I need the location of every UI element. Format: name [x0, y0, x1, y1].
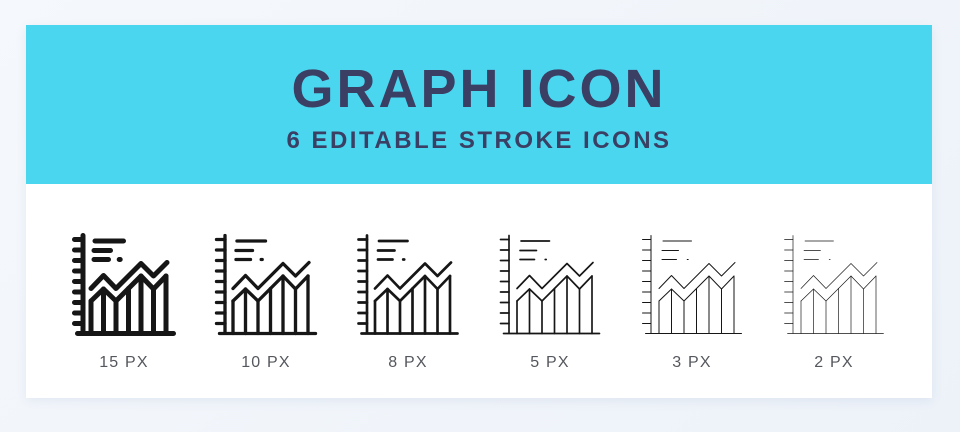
axis-ticks	[214, 237, 227, 326]
stroke-size-label: 8 PX	[388, 354, 428, 371]
upper-trend-line	[88, 260, 170, 291]
page-subtitle: 6 EDITABLE STROKE ICONS	[286, 127, 672, 154]
legend-lines	[234, 239, 268, 262]
legend-lines	[803, 240, 834, 260]
axis-lines	[502, 234, 601, 335]
axis-ticks	[357, 238, 369, 325]
axis-lines	[217, 233, 318, 336]
upper-trend-line	[373, 261, 453, 290]
drop-bars	[658, 275, 735, 334]
stroke-size-label: 5 PX	[530, 354, 570, 371]
upper-trend-line	[516, 261, 594, 290]
axis-ticks	[72, 237, 86, 326]
legend-lines	[91, 238, 126, 262]
upper-trend-line	[658, 262, 736, 289]
page-title: GRAPH ICON	[291, 59, 667, 119]
icon-cell: 2 PX	[782, 233, 886, 372]
upper-trend-line	[800, 262, 878, 289]
stroke-size-label: 10 PX	[241, 354, 291, 371]
icon-cell: 8 PX	[356, 233, 460, 372]
graph-chart-icon	[784, 235, 884, 334]
drop-bars	[800, 275, 877, 334]
icon-cell: 15 PX	[72, 233, 176, 372]
stroke-size-label: 15 PX	[99, 354, 149, 371]
graph-chart-icon	[499, 234, 601, 335]
legend-lines	[519, 240, 551, 261]
drop-bars	[88, 273, 169, 336]
graph-chart-icon	[72, 233, 176, 336]
axis-lines	[360, 234, 459, 335]
drop-bars	[516, 275, 593, 335]
graph-chart-icon	[642, 235, 742, 334]
axis-lines	[787, 235, 884, 334]
drop-bars	[231, 274, 310, 336]
upper-trend-line	[231, 260, 311, 291]
drop-bars	[373, 274, 452, 335]
axis-ticks	[784, 239, 794, 324]
legend-lines	[661, 240, 692, 260]
graph-chart-icon	[357, 234, 459, 335]
icon-cell: 5 PX	[498, 233, 602, 372]
icon-cell: 10 PX	[214, 233, 318, 372]
header-banner: GRAPH ICON 6 EDITABLE STROKE ICONS	[26, 25, 932, 184]
axis-ticks	[499, 238, 510, 325]
icon-cell: 3 PX	[640, 233, 744, 372]
stroke-size-label: 2 PX	[814, 354, 854, 371]
legend-lines	[376, 239, 409, 261]
axis-lines	[645, 235, 742, 334]
stroke-size-label: 3 PX	[672, 354, 712, 371]
icon-grid: 15 PX 10 PX	[26, 233, 932, 372]
axis-ticks	[642, 239, 652, 324]
content-card: GRAPH ICON 6 EDITABLE STROKE ICONS 15 PX	[26, 25, 932, 398]
graph-chart-icon	[214, 233, 318, 336]
